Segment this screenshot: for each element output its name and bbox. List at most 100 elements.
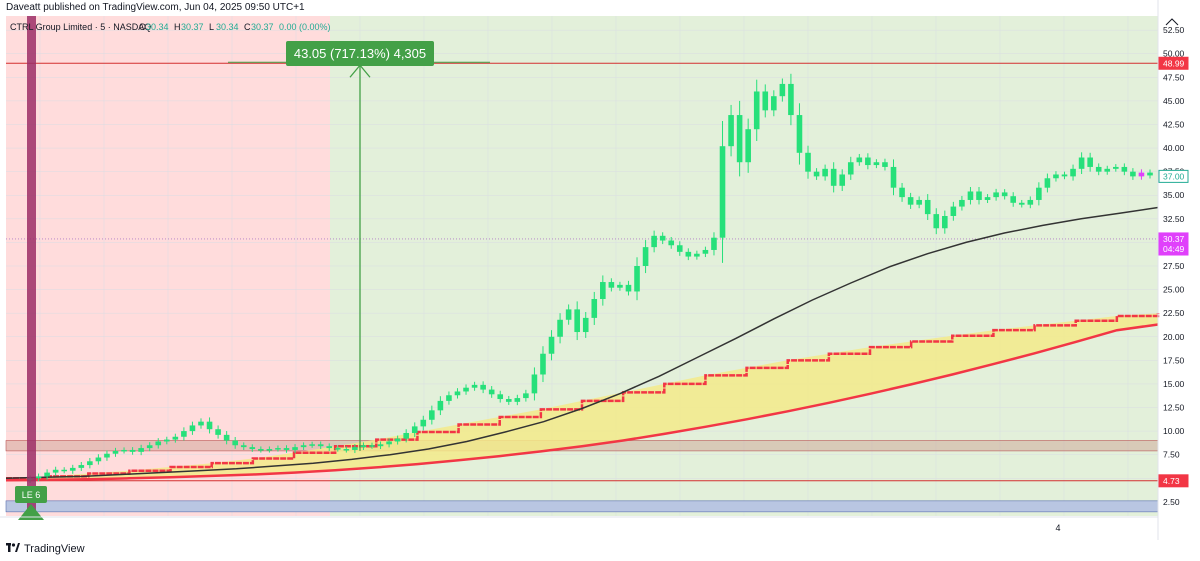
candle-body[interactable] <box>334 448 341 450</box>
candle-body[interactable] <box>830 168 837 186</box>
candle-body[interactable] <box>223 434 230 441</box>
candle-body[interactable] <box>215 429 221 435</box>
candle-body[interactable] <box>771 96 777 111</box>
candle-body[interactable] <box>796 115 803 153</box>
candle-body[interactable] <box>523 393 529 399</box>
candle-body[interactable] <box>394 438 401 442</box>
candle-body[interactable] <box>78 465 85 468</box>
candle-body[interactable] <box>266 449 273 451</box>
candle-body[interactable] <box>694 253 700 257</box>
candle-body[interactable] <box>1070 168 1076 177</box>
candle-body[interactable] <box>104 453 110 458</box>
candle-body[interactable] <box>984 197 991 200</box>
candle-body[interactable] <box>856 157 863 163</box>
candle-body[interactable] <box>642 247 649 266</box>
candle-body[interactable] <box>1001 192 1008 197</box>
candle-body[interactable] <box>890 166 897 188</box>
candle-body[interactable] <box>907 197 914 205</box>
candle-body[interactable] <box>326 446 333 449</box>
candle-body[interactable] <box>471 384 478 388</box>
candle-body[interactable] <box>1036 187 1042 200</box>
candle-body[interactable] <box>916 199 922 205</box>
candle-body[interactable] <box>377 444 384 447</box>
chevron-up-icon[interactable] <box>1165 18 1179 26</box>
candle-body[interactable] <box>258 449 264 451</box>
candle-body[interactable] <box>531 374 538 394</box>
candle-body[interactable] <box>822 168 828 177</box>
candle-body[interactable] <box>129 449 136 452</box>
candle-body[interactable] <box>369 445 375 447</box>
candle-body[interactable] <box>1130 171 1136 177</box>
candle-body[interactable] <box>540 353 546 375</box>
candle-body[interactable] <box>87 461 93 466</box>
candle-body[interactable] <box>659 235 666 241</box>
candle-body[interactable] <box>497 394 504 400</box>
candle-body[interactable] <box>146 445 153 449</box>
candle-body[interactable] <box>1113 166 1119 169</box>
candle-body[interactable] <box>300 445 307 448</box>
candle-body[interactable] <box>480 384 486 390</box>
candle-body[interactable] <box>762 91 769 111</box>
candle-body[interactable] <box>839 174 846 186</box>
candle-body[interactable] <box>668 240 675 246</box>
candle-body[interactable] <box>275 448 281 450</box>
candle-body[interactable] <box>967 191 974 200</box>
candle-body[interactable] <box>882 162 888 167</box>
candle-body[interactable] <box>719 146 726 238</box>
candle-body[interactable] <box>198 421 204 426</box>
candle-body[interactable] <box>283 448 290 450</box>
candle-body[interactable] <box>437 400 444 411</box>
candle-body[interactable] <box>899 187 905 198</box>
candle-body[interactable] <box>343 449 350 451</box>
candle-body[interactable] <box>711 237 717 250</box>
candle-body[interactable] <box>95 457 102 462</box>
candle-body[interactable] <box>309 444 315 446</box>
price-chart[interactable]: 43.05 (717.13%) 4,305 LE 6 CTRL Group Limi… <box>0 0 1200 540</box>
candle-body[interactable] <box>420 419 427 427</box>
candle-body[interactable] <box>950 206 957 216</box>
candle-body[interactable] <box>206 421 213 430</box>
candle-body[interactable] <box>676 245 683 252</box>
candle-body[interactable] <box>1010 196 1017 203</box>
candle-body[interactable] <box>292 447 298 450</box>
candle-body[interactable] <box>429 410 435 420</box>
candle-body[interactable] <box>1027 199 1034 205</box>
candle-body[interactable] <box>865 157 871 166</box>
candle-body[interactable] <box>514 398 521 402</box>
candle-body[interactable] <box>565 309 572 320</box>
candle-body[interactable] <box>488 389 495 395</box>
candle-body[interactable] <box>44 472 50 477</box>
candle-body[interactable] <box>933 214 940 229</box>
candle-body[interactable] <box>505 399 512 402</box>
candle-body[interactable] <box>386 441 392 445</box>
candle-body[interactable] <box>608 282 615 288</box>
candle-body[interactable] <box>557 319 563 337</box>
candle-body[interactable] <box>163 439 170 442</box>
candle-body[interactable] <box>924 199 931 215</box>
candle-body[interactable] <box>249 447 256 450</box>
candle-body[interactable] <box>753 91 760 130</box>
candle-body[interactable] <box>702 249 709 254</box>
candle-body[interactable] <box>591 299 598 318</box>
candle-body[interactable] <box>69 467 76 471</box>
candle-body[interactable] <box>625 284 632 292</box>
candle-body[interactable] <box>600 282 606 300</box>
candle-body[interactable] <box>1095 166 1102 172</box>
candle-body[interactable] <box>138 448 144 452</box>
candle-body[interactable] <box>847 162 854 175</box>
candle-body[interactable] <box>240 445 247 448</box>
candle-body[interactable] <box>352 447 358 450</box>
candle-body[interactable] <box>189 425 196 432</box>
candle-body[interactable] <box>52 469 59 473</box>
candle-body[interactable] <box>181 431 187 437</box>
candle-body[interactable] <box>155 441 162 446</box>
candle-body[interactable] <box>745 129 751 163</box>
candle-body[interactable] <box>61 469 67 472</box>
candle-body[interactable] <box>1121 166 1128 172</box>
candle-body[interactable] <box>959 199 965 207</box>
candle-body[interactable] <box>976 191 982 200</box>
candle-body[interactable] <box>805 152 811 172</box>
candle-body[interactable] <box>651 235 657 248</box>
candle-body[interactable] <box>1053 174 1059 179</box>
candle-body[interactable] <box>942 216 948 229</box>
